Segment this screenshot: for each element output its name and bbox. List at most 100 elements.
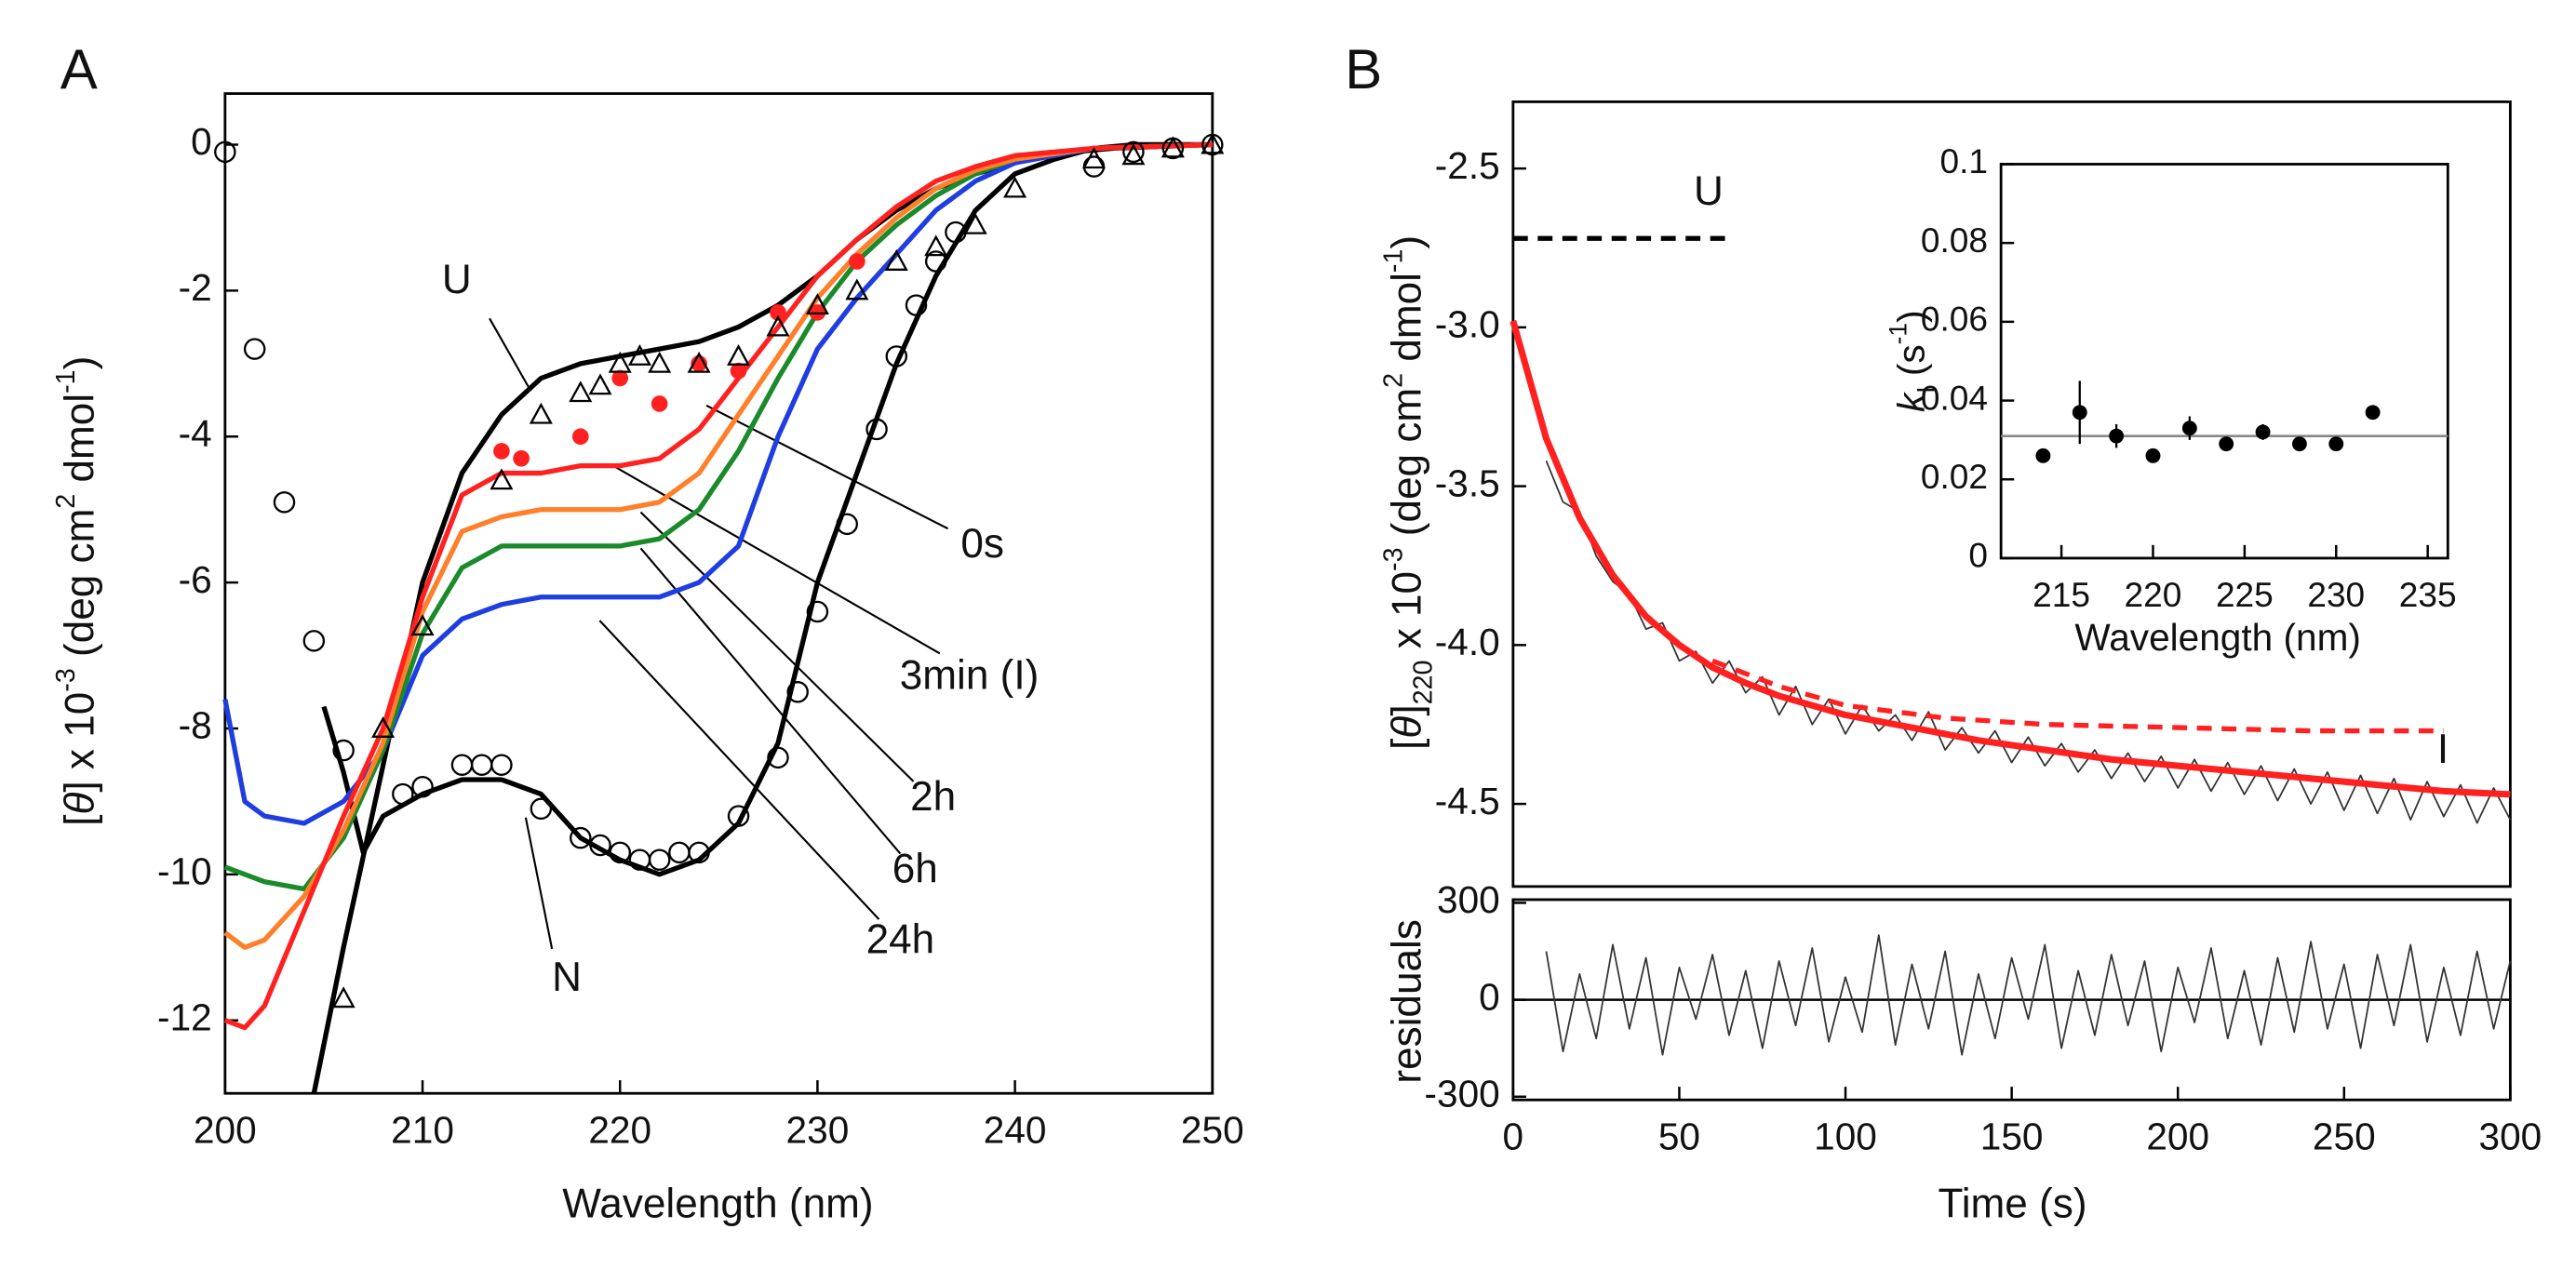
x-axis-label: Wavelength (nm) [2074, 616, 2361, 659]
y-tick-label: 0.06 [1921, 300, 1988, 339]
x-tick-label: 200 [2146, 1115, 2209, 1157]
data-point [2109, 428, 2125, 444]
panel-label: A [60, 38, 98, 100]
marker-triangle [727, 343, 751, 366]
y-tick-label: -4.0 [1435, 621, 1500, 663]
x-tick-label: 225 [2216, 575, 2274, 614]
marker-triangle [1003, 176, 1027, 198]
x-tick-label: 220 [2125, 575, 2182, 614]
marker-circle [530, 797, 553, 821]
axis-label-part: 2 [1378, 373, 1408, 388]
axis-label-part: -3 [1378, 547, 1408, 570]
x-tick-label: 215 [2033, 575, 2090, 614]
leader-line [524, 817, 554, 950]
y-tick-label: -2 [179, 266, 212, 309]
marker-circle [609, 841, 631, 864]
series-line [1545, 934, 2512, 1056]
axis-label-part: θ [1384, 716, 1429, 739]
plot-frame [1999, 163, 2449, 560]
marker-circle [392, 782, 414, 806]
data-point [2291, 436, 2307, 452]
y-tick-label: 0.02 [1921, 457, 1988, 496]
axis-label-part: (deg cm [57, 509, 102, 669]
data-point [2365, 405, 2381, 421]
marker-triangle [371, 716, 396, 738]
axis-label-part: ) [57, 356, 102, 370]
series-line [321, 141, 1213, 877]
y-tick-label: 0.1 [1939, 141, 1988, 180]
marker-triangle [845, 278, 869, 301]
y-tick-label: 0 [1968, 536, 1988, 575]
marker-circle [450, 754, 474, 776]
axis-label-part: -1 [1885, 323, 1912, 344]
axis-label-part: 220 [1408, 661, 1438, 705]
series-label: 6h [892, 847, 938, 892]
axis-label-part: dmol [1384, 273, 1429, 373]
marker-triangle [884, 249, 908, 271]
marker-dot [611, 369, 629, 387]
marker-circle [302, 630, 326, 652]
marker-circle [1161, 137, 1185, 160]
data-point [2035, 447, 2051, 463]
marker-triangle [608, 351, 632, 373]
series-label: 24h [866, 917, 935, 963]
x-tick-label: 0 [1503, 1115, 1524, 1157]
y-tick-label: -2.5 [1435, 144, 1500, 187]
axis-label-part: θ [57, 793, 102, 815]
marker-circle [668, 841, 691, 864]
y-tick-label: 0.08 [1921, 220, 1988, 260]
axis-label: [θ] x 10-3 (deg cm2 dmol-1) [51, 356, 102, 826]
x-tick-label: 250 [1181, 1108, 1244, 1151]
y-tick-label: 0.04 [1921, 378, 1988, 417]
marker-circle [570, 826, 592, 849]
series-label: U [1694, 168, 1724, 214]
marker-circle [1082, 155, 1106, 178]
y-tick-label: -4.5 [1435, 780, 1500, 822]
axis-label-part: residuals [1384, 919, 1429, 1083]
marker-circle [470, 754, 493, 776]
x-tick-label: 235 [2399, 575, 2457, 614]
marker-triangle [490, 468, 514, 490]
marker-circle [924, 250, 947, 273]
axis-label-part: -3 [51, 668, 81, 691]
marker-circle [1201, 133, 1224, 156]
y-tick-label: -6 [179, 558, 212, 601]
marker-triangle [1161, 136, 1185, 158]
series-line [223, 141, 1213, 950]
x-tick-label: 210 [391, 1108, 454, 1151]
y-tick-label: -300 [1424, 1073, 1499, 1115]
marker-circle [648, 848, 671, 871]
marker-triangle [569, 381, 593, 403]
axis-label-part: [ [57, 815, 102, 826]
series-label: U [442, 257, 472, 302]
marker-circle [214, 140, 236, 164]
marker-circle [727, 805, 750, 827]
marker-dot [513, 449, 530, 467]
marker-circle [767, 746, 789, 769]
x-axis-label: Time (s) [1938, 1182, 2086, 1227]
marker-circle [273, 491, 296, 514]
axis-label-part: I [1912, 386, 1940, 393]
data-point [2072, 405, 2087, 421]
marker-triangle [627, 343, 651, 366]
leader-line [598, 620, 880, 920]
marker-circle [905, 294, 928, 316]
axis-label-part: dmol [57, 394, 102, 494]
axis-label: kI (s-1) [1885, 310, 1940, 412]
x-tick-label: 150 [1980, 1115, 2044, 1157]
data-point [2219, 436, 2234, 452]
data-point [2181, 421, 2197, 436]
marker-triangle [1201, 132, 1225, 154]
marker-circle [411, 776, 434, 798]
y-tick-label: -10 [157, 850, 212, 893]
marker-dot [770, 304, 786, 321]
marker-triangle [529, 402, 553, 424]
axis-label-part: -1 [1378, 249, 1408, 273]
y-tick-label: -3.0 [1435, 303, 1500, 346]
axis-label-part: (s [1889, 344, 1932, 386]
y-tick-label: -12 [157, 995, 212, 1038]
x-tick-label: 200 [194, 1108, 257, 1151]
data-point [2145, 447, 2161, 463]
axis-label-part: (deg cm [1384, 388, 1429, 548]
